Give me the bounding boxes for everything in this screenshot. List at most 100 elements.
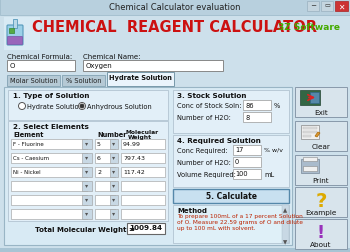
Text: 86: 86 (245, 102, 253, 108)
Text: Method: Method (177, 207, 207, 213)
Bar (110, 153, 118, 163)
Text: Oxygen: Oxygen (86, 63, 113, 69)
Text: Chemical Name:: Chemical Name: (83, 54, 140, 60)
Text: Example: Example (305, 209, 337, 215)
Text: Total Molecular Weight =: Total Molecular Weight = (35, 226, 135, 232)
Text: Molar Solution: Molar Solution (10, 78, 57, 84)
Text: Cs - Caesium: Cs - Caesium (13, 155, 49, 160)
Text: Clear: Clear (312, 143, 330, 149)
Bar (295, 219, 347, 249)
Bar (4, 18, 40, 51)
Bar (303, 132, 317, 134)
Bar (11, 209, 87, 219)
Text: %: % (274, 103, 280, 109)
Bar (0, 16, 350, 53)
Text: ▾: ▾ (112, 141, 116, 146)
Bar (11, 167, 87, 177)
Text: 17: 17 (235, 147, 243, 153)
Text: ▾: ▾ (85, 197, 89, 202)
Text: 94.99: 94.99 (123, 141, 141, 146)
Bar (307, 2, 319, 12)
Text: ▾: ▾ (112, 155, 116, 160)
Bar (173, 205, 289, 243)
Text: Hydrate Solution: Hydrate Solution (109, 75, 172, 81)
Bar (282, 205, 289, 243)
Bar (127, 223, 165, 234)
Text: 3. Stock Solution: 3. Stock Solution (177, 93, 246, 99)
Bar (295, 121, 347, 151)
Bar (301, 159, 319, 173)
Bar (95, 139, 115, 149)
Bar (82, 167, 92, 177)
Bar (82, 209, 92, 219)
Bar (303, 166, 317, 171)
Text: ▾: ▾ (112, 183, 116, 188)
Text: 100: 100 (235, 171, 248, 177)
Text: !: ! (317, 223, 325, 241)
Text: O: O (10, 63, 15, 69)
Bar (95, 209, 115, 219)
Text: ▾: ▾ (112, 197, 116, 202)
Bar (121, 167, 165, 177)
Bar (110, 139, 118, 149)
Bar (83, 61, 223, 72)
Text: 1009.84: 1009.84 (129, 225, 162, 231)
Text: Number of H2O:: Number of H2O: (177, 159, 231, 165)
Bar (243, 101, 271, 111)
Bar (321, 2, 333, 12)
Circle shape (78, 103, 85, 110)
Bar (233, 169, 261, 179)
Bar (13, 20, 17, 29)
Text: ▾: ▾ (112, 211, 116, 216)
Text: ▼: ▼ (284, 239, 288, 244)
Bar (95, 153, 115, 163)
Text: ▲: ▲ (284, 207, 288, 212)
Bar (173, 136, 289, 187)
Text: Exit: Exit (314, 110, 328, 115)
Text: 5: 5 (97, 141, 101, 146)
Text: ✕: ✕ (338, 3, 344, 12)
Bar (9, 29, 14, 34)
Bar (121, 209, 165, 219)
Bar (7, 76, 60, 87)
Text: 6: 6 (97, 155, 101, 160)
Text: ▾: ▾ (85, 141, 89, 146)
Bar (11, 139, 87, 149)
Bar (303, 128, 317, 130)
Bar (243, 113, 271, 122)
Text: CHEMICAL  REAGENT CALCULATOR: CHEMICAL REAGENT CALCULATOR (33, 20, 317, 35)
Text: To prepare 100mL of a 17 percent Solution
of O. Measure 22.59 grams of O and dil: To prepare 100mL of a 17 percent Solutio… (177, 213, 303, 230)
Text: Anhydrous Solution: Anhydrous Solution (87, 104, 152, 110)
Text: 117.42: 117.42 (123, 169, 145, 174)
Text: F - Fluorine: F - Fluorine (13, 141, 44, 146)
Text: Volume Required:: Volume Required: (177, 171, 236, 177)
Bar (121, 195, 165, 205)
Text: ▾: ▾ (85, 183, 89, 188)
Bar (301, 125, 319, 139)
Bar (8, 91, 168, 120)
Bar (310, 93, 319, 104)
Text: % Solution: % Solution (66, 78, 101, 84)
Text: ─: ─ (311, 3, 315, 9)
Circle shape (80, 105, 84, 109)
Bar (0, 0, 350, 16)
Text: Number of H2O:: Number of H2O: (177, 115, 231, 120)
Bar (303, 136, 311, 137)
Text: Weight: Weight (128, 135, 152, 139)
Circle shape (19, 103, 26, 110)
Text: ▭: ▭ (324, 3, 330, 8)
Bar (335, 2, 348, 12)
Text: % w/v: % w/v (264, 147, 283, 152)
Bar (121, 181, 165, 191)
Text: 2: 2 (97, 169, 101, 174)
Bar (110, 195, 118, 205)
Text: 1. Type of Solution: 1. Type of Solution (13, 93, 90, 99)
Text: ▾: ▾ (112, 169, 116, 174)
Bar (95, 195, 115, 205)
Bar (173, 91, 289, 134)
Text: Conc Required:: Conc Required: (177, 147, 228, 153)
Bar (95, 167, 115, 177)
Bar (295, 88, 347, 117)
Text: ?: ? (315, 191, 327, 210)
Text: Conc of Stock Soln:: Conc of Stock Soln: (177, 103, 241, 109)
